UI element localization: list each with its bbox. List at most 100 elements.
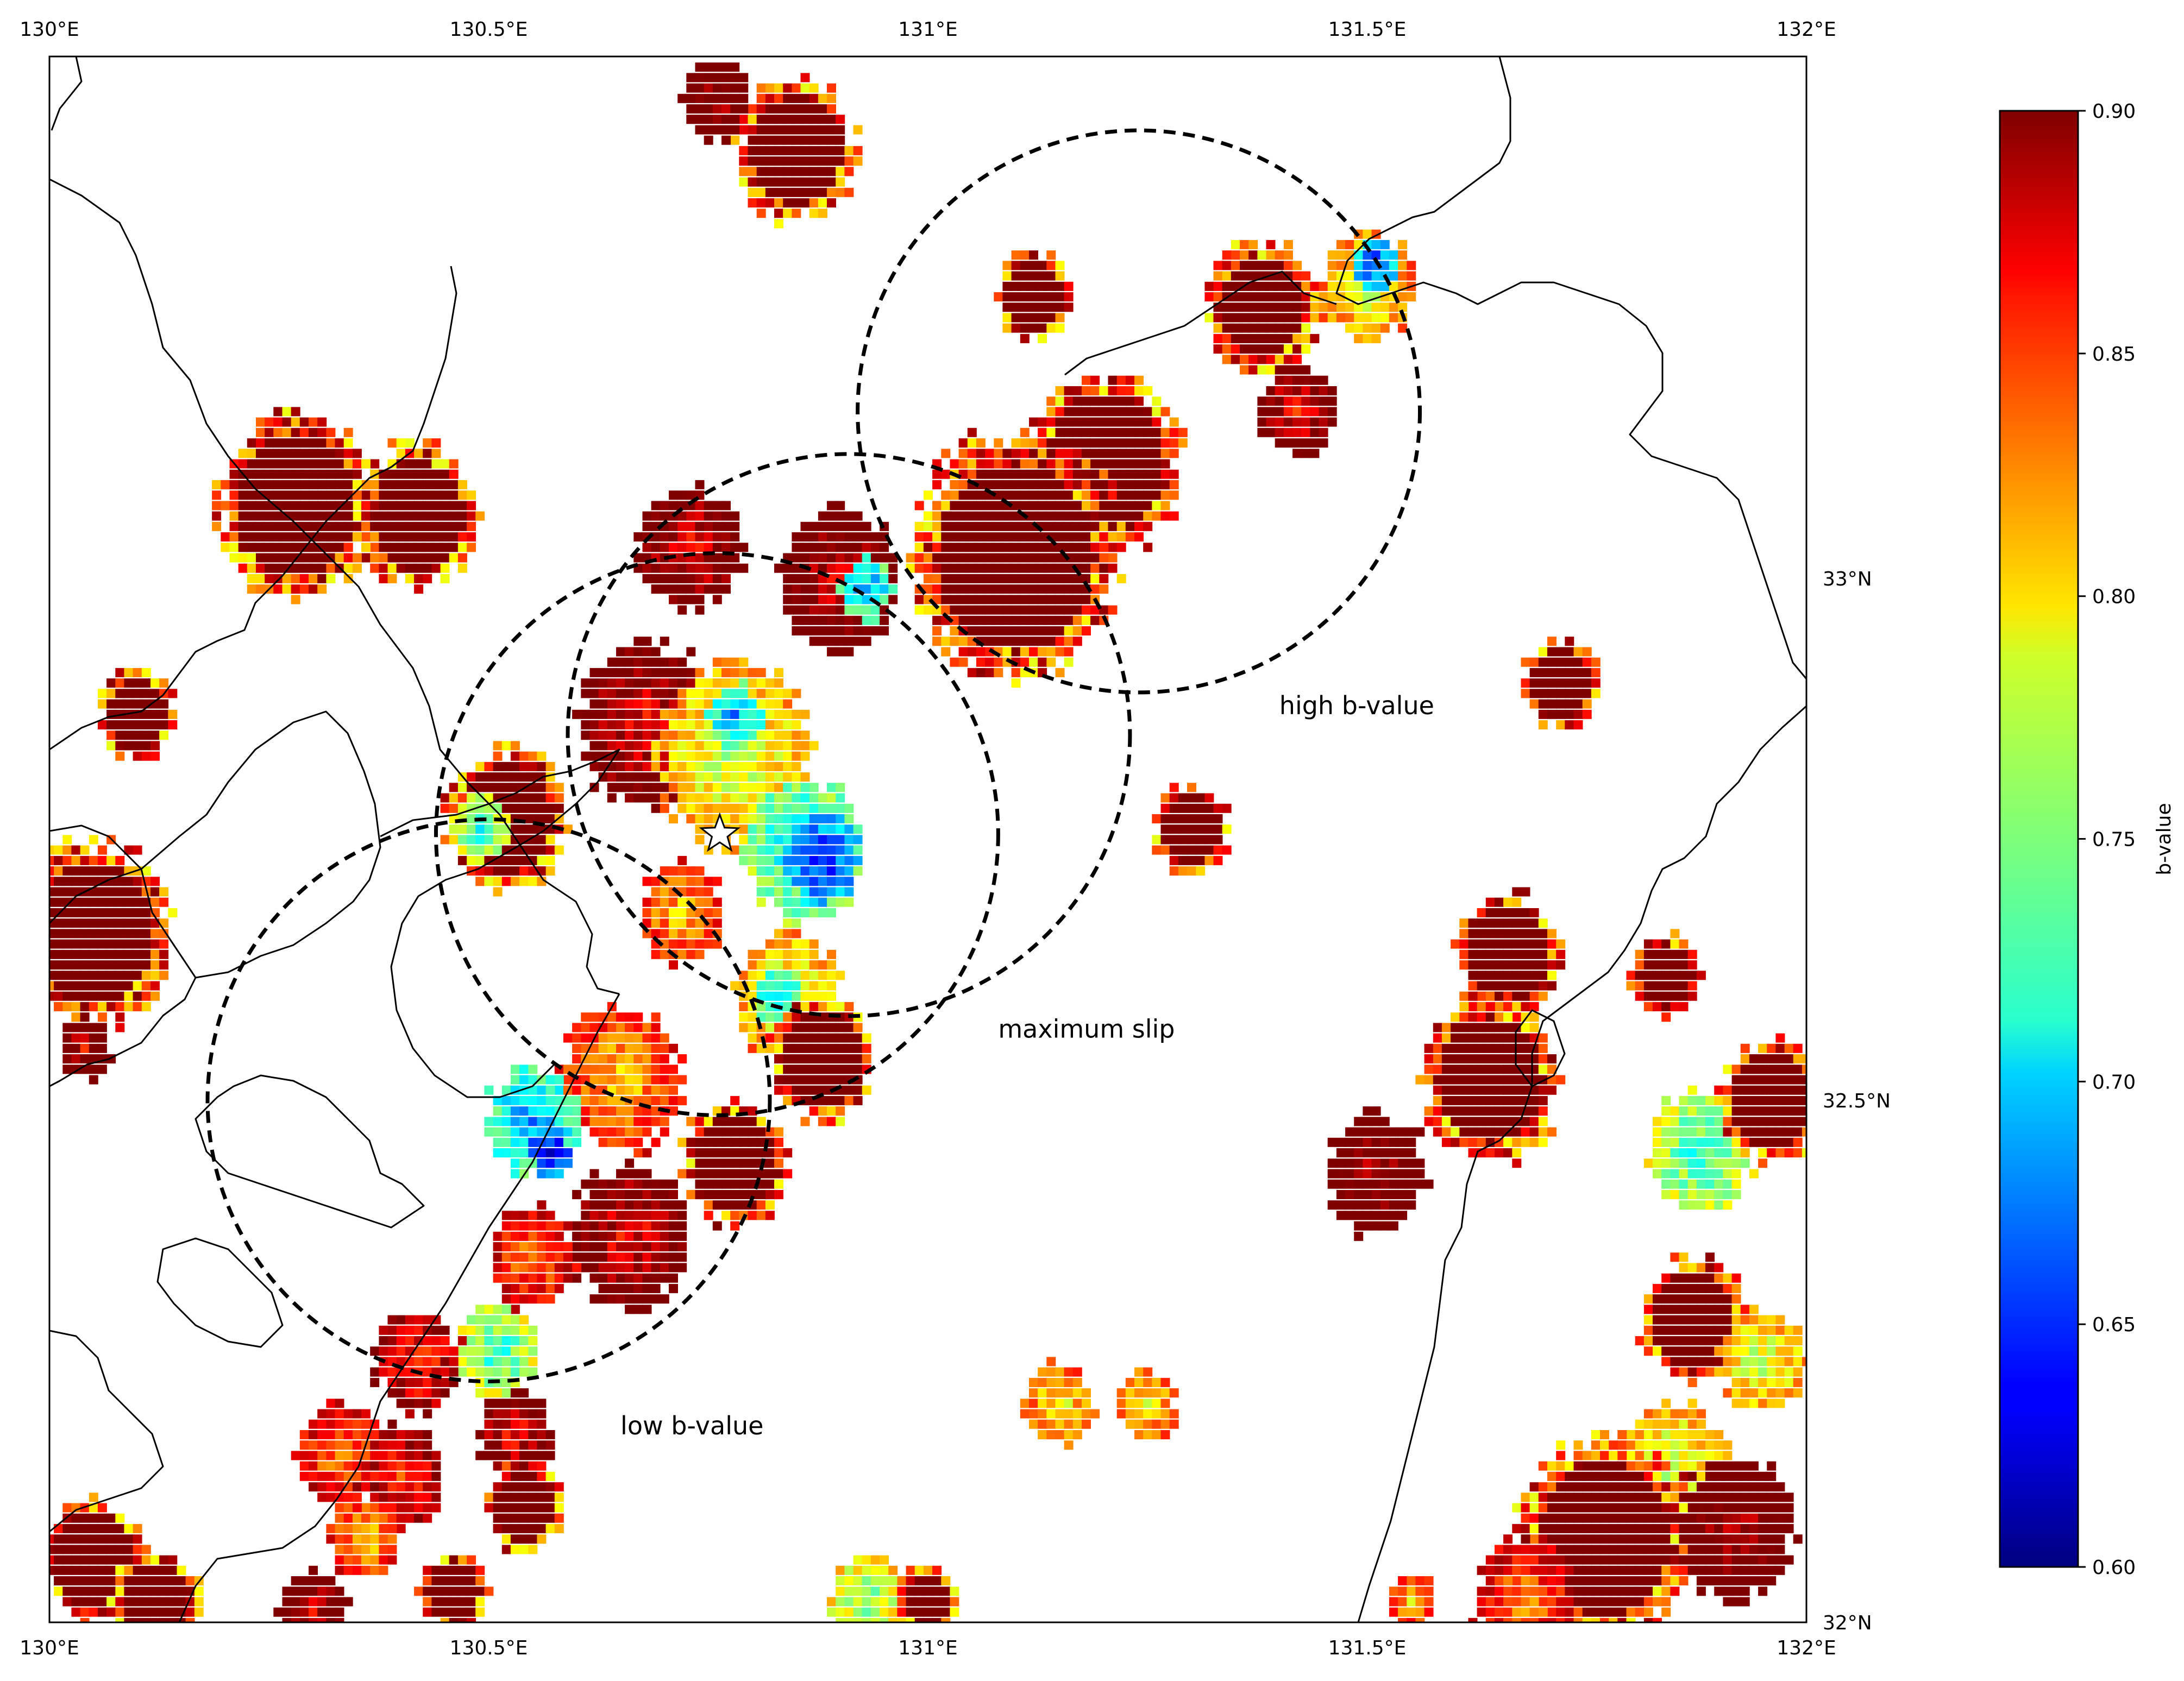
grid-cell [1020,459,1030,469]
grid-cell [704,104,713,114]
grid-cell [431,1451,441,1460]
grid-cell [1283,333,1293,343]
grid-cell [1556,1075,1566,1085]
grid-cell [361,480,371,489]
grid-cell [528,1065,538,1074]
grid-cell [133,949,142,959]
grid-cell [528,1346,538,1356]
grid-cell [1521,1137,1530,1147]
grid-cell [765,198,775,207]
grid-cell [1556,960,1566,970]
grid-cell [598,678,608,688]
grid-cell [484,783,494,792]
grid-cell [739,657,749,667]
grid-cell [370,1461,380,1471]
grid-cell [958,449,968,458]
grid-cell [827,1096,836,1105]
grid-cell [792,1085,801,1095]
grid-cell [343,1440,353,1450]
grid-cell [168,1565,178,1575]
grid-cell [1512,1033,1522,1043]
grid-cell [836,1065,845,1074]
grid-cell [739,1148,749,1157]
grid-cell [712,699,722,709]
grid-cell [836,1054,845,1063]
grid-cell [739,855,749,865]
grid-cell [712,720,722,729]
grid-cell [633,772,643,782]
grid-cell [554,1482,564,1492]
grid-cell [309,1430,318,1439]
grid-cell [677,1231,687,1241]
grid-cell [133,981,142,991]
grid-cell [598,1117,608,1126]
grid-cell [423,469,432,479]
grid-cell [1055,532,1065,542]
grid-cell [501,1461,511,1471]
grid-cell [818,824,827,834]
grid-cell [1503,1148,1513,1157]
grid-cell [89,1002,98,1011]
grid-cell [1046,449,1056,458]
grid-cell [748,1023,757,1032]
grid-cell [352,469,362,479]
grid-cell [71,939,81,949]
grid-cell [1029,595,1038,605]
grid-cell [554,1117,564,1126]
grid-cell [317,480,327,489]
grid-cell [1055,1430,1065,1439]
grid-cell [1275,281,1284,291]
grid-cell [352,1503,362,1513]
grid-cell [836,532,845,542]
grid-cell [71,1012,81,1022]
grid-cell [256,563,265,573]
grid-cell [642,1200,652,1210]
grid-cell [370,521,380,531]
grid-cell [1283,417,1293,427]
grid-cell [457,563,467,573]
grid-cell [493,1388,503,1398]
grid-cell [545,1096,555,1105]
grid-cell [809,981,819,991]
grid-cell [537,1273,547,1283]
grid-cell [554,1085,564,1095]
grid-cell [730,1200,740,1210]
grid-cell [414,1461,424,1471]
grid-cell [238,553,248,563]
grid-cell [352,1451,362,1460]
grid-cell [677,595,687,605]
grid-cell [1538,678,1548,688]
grid-cell [352,1409,362,1419]
grid-cell [994,438,1003,448]
grid-cell [774,187,783,197]
grid-cell [309,1419,318,1429]
grid-cell [958,574,968,583]
grid-cell [519,1534,529,1544]
grid-cell [528,1419,538,1429]
grid-cell [1283,240,1293,249]
grid-cell [1152,417,1162,427]
grid-cell [1055,668,1065,677]
grid-cell [299,1597,309,1607]
grid-cell [660,1054,669,1063]
grid-cell [545,1211,555,1220]
grid-cell [1187,866,1196,876]
grid-cell [783,783,793,792]
grid-cell [1046,281,1056,291]
grid-cell [1020,323,1030,333]
grid-cell [1011,271,1021,281]
grid-cell [1108,438,1118,448]
grid-cell [370,563,380,573]
grid-cell [1134,511,1144,521]
grid-cell [467,501,476,511]
grid-cell [1266,333,1276,343]
grid-cell [80,971,90,980]
grid-cell [581,1117,591,1126]
grid-cell [967,459,977,469]
grid-cell [1380,250,1390,260]
grid-cell [1125,375,1135,385]
grid-cell [739,125,749,135]
grid-cell [589,1012,599,1022]
grid-cell [414,584,424,594]
grid-cell [1485,918,1495,928]
